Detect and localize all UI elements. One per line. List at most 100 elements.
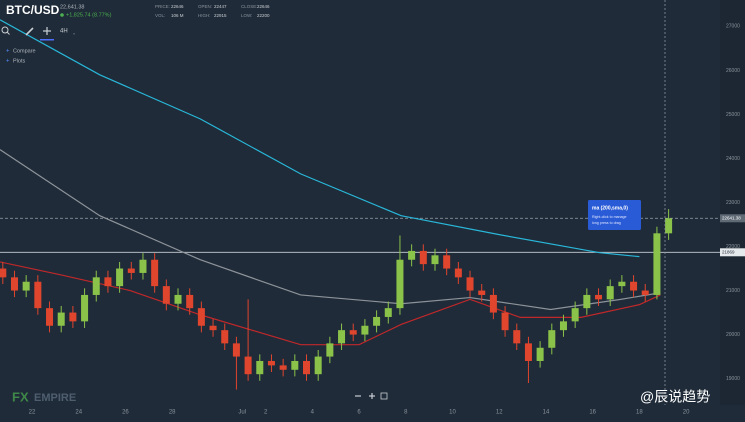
candle-body <box>197 308 205 326</box>
candle-body <box>478 290 486 295</box>
stat-value: 22646 <box>257 4 270 9</box>
candle-body <box>116 268 124 287</box>
x-tick-label: 10 <box>449 410 456 416</box>
candle-body <box>302 360 311 375</box>
candle-body <box>653 233 661 295</box>
candle-body <box>139 259 147 273</box>
compare[interactable]: Compare <box>13 48 36 54</box>
candle-body <box>57 312 65 326</box>
candle-body <box>595 294 603 300</box>
y-tick-label: 21000 <box>726 288 740 294</box>
y-tick-label: 24000 <box>726 156 740 162</box>
search-icon-handle <box>6 31 10 35</box>
candle-body <box>314 356 322 375</box>
candle-body <box>34 281 42 309</box>
candle-body <box>209 325 217 331</box>
plots[interactable]: Plots <box>13 58 25 64</box>
price-tag-label: 22641.38 <box>722 215 741 220</box>
candle-body <box>466 277 474 291</box>
candle-body <box>0 268 7 278</box>
candle-body <box>81 294 89 322</box>
x-tick-label: 14 <box>543 410 550 416</box>
change-dot <box>60 13 64 17</box>
toolbar: 4H ⌄ + Compare + Plots <box>1 26 76 65</box>
y-tick-label: 23000 <box>726 200 740 206</box>
search-icon[interactable] <box>1 26 9 34</box>
y-tick-label: 20000 <box>726 332 740 338</box>
candle-body <box>186 294 194 309</box>
candle-body <box>338 330 346 344</box>
candle-body <box>665 218 673 234</box>
candle-body <box>408 250 416 260</box>
stat-value: 22447 <box>214 4 227 9</box>
candle-body <box>606 286 614 300</box>
interval[interactable]: 4H <box>60 29 68 35</box>
candle-body <box>151 259 159 287</box>
candle-body <box>524 343 532 361</box>
symbol[interactable]: BTC/USD <box>6 3 60 17</box>
x-tick-label: 2 <box>264 410 268 416</box>
price-tag-label: 21869 <box>722 249 735 254</box>
candle-body <box>46 308 54 326</box>
stat-value: 22200 <box>257 13 270 18</box>
candle-body <box>431 255 439 265</box>
x-tick-label: 6 <box>357 410 361 416</box>
candle-body <box>162 286 170 304</box>
candle-body <box>256 360 264 375</box>
zoom-controls <box>355 392 388 400</box>
ma-line <box>0 19 640 258</box>
tooltip-line: long press to drag <box>592 221 621 225</box>
stat-label: OPEN: <box>198 4 212 9</box>
candle-body <box>174 294 182 304</box>
candle-body <box>244 356 252 375</box>
price-tag <box>720 248 745 257</box>
stat-label: VOL: <box>155 13 165 18</box>
tooltip-line: Right-click to manage <box>592 215 627 219</box>
candle-body <box>396 259 404 309</box>
candle-body <box>232 343 240 357</box>
candle-body <box>419 250 427 265</box>
candle-body <box>326 343 334 357</box>
y-tick-label: 25000 <box>726 112 740 118</box>
price-change: +1,825.74 (8.77%) <box>66 12 112 18</box>
stat-label: LOW: <box>241 13 252 18</box>
candle-body <box>489 294 497 313</box>
x-tick-label: 26 <box>122 410 129 416</box>
last-price: 22,641.38 <box>60 4 84 10</box>
x-tick-label: 24 <box>75 410 82 416</box>
y-tick-label: 19000 <box>726 376 740 382</box>
stat-value: 106 M <box>171 13 184 18</box>
logo-fx: FX <box>12 389 29 404</box>
candle-body <box>536 347 544 361</box>
reset-zoom[interactable] <box>380 392 388 400</box>
candle-body <box>267 360 275 366</box>
candle-body <box>22 281 30 291</box>
candle-body <box>454 268 462 278</box>
candle-body <box>349 330 357 335</box>
x-tick-label: 16 <box>589 410 596 416</box>
watermark: @辰说趋势 <box>640 389 710 405</box>
y-tick-label: 22000 <box>726 244 740 250</box>
candle-body <box>559 321 567 331</box>
candle-body <box>630 281 638 291</box>
x-tick-label: 18 <box>636 410 643 416</box>
candle-body <box>361 325 369 335</box>
y-tick-label: 27000 <box>726 24 740 30</box>
compare-plus: + <box>6 49 10 55</box>
candle-body <box>69 312 77 322</box>
draw-icon[interactable] <box>25 27 34 36</box>
plots-plus: + <box>6 59 10 65</box>
candle-body <box>501 312 509 331</box>
candle-body <box>221 330 229 344</box>
y-tick-label: 26000 <box>726 68 740 74</box>
x-tick-label: 12 <box>496 410 503 416</box>
stat-value: 22915 <box>214 13 227 18</box>
interval-caret: ⌄ <box>72 30 76 36</box>
candle-body <box>384 308 392 317</box>
candle-body <box>641 290 649 295</box>
candle-body <box>291 360 299 370</box>
candle-body <box>279 365 287 370</box>
stat-label: CLOSE: <box>241 4 258 9</box>
